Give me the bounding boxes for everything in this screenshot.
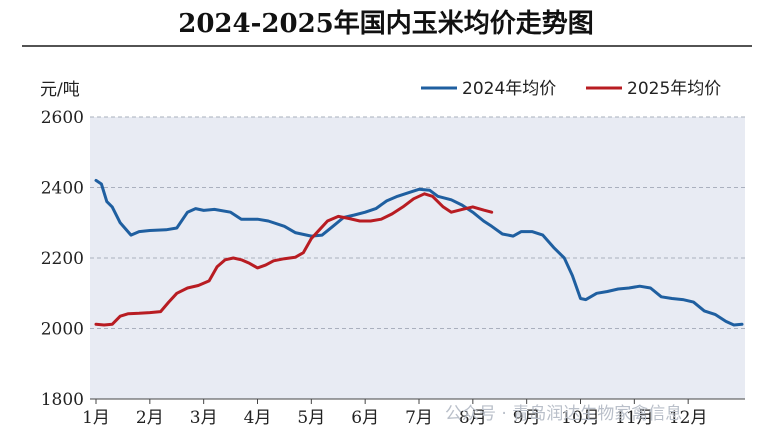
x-tick-label-12: 12月: [669, 408, 708, 428]
watermark-text: 公众号 · 青岛润达生物家禽信息: [445, 404, 682, 424]
y-axis-ticks: 1800 2000 2200 2400 2600: [41, 108, 84, 410]
x-tick-label-4: 4月: [244, 408, 272, 428]
legend-label-2025: 2025年均价: [627, 79, 721, 99]
x-tick-label-8: 8月: [459, 408, 487, 428]
x-axis-ticks: 1月 2月 3月 4月 5月 6月 7月 8月 9月 10月 11月 12月: [82, 399, 707, 428]
legend-item-2025[interactable]: 2025年均价: [586, 79, 721, 99]
x-tick-label-11: 11月: [615, 408, 654, 428]
legend-item-2024[interactable]: 2024年均价: [421, 79, 556, 99]
y-axis-unit-label: 元/吨: [40, 80, 80, 100]
plot-background: [90, 117, 745, 399]
x-tick-label-7: 7月: [405, 408, 433, 428]
x-tick-label-1: 1月: [82, 408, 110, 428]
legend-label-2024: 2024年均价: [462, 79, 556, 99]
legend[interactable]: 2024年均价 2025年均价: [421, 79, 721, 99]
gridlines: [90, 116, 745, 400]
x-tick-label-9: 9月: [513, 408, 541, 428]
y-tick-label-2600: 2600: [41, 108, 84, 128]
x-tick-label-5: 5月: [297, 408, 325, 428]
x-tick-label-2: 2月: [136, 408, 164, 428]
series-lines: [94, 178, 744, 327]
y-tick-label-1800: 1800: [41, 390, 84, 410]
x-tick-label-3: 3月: [190, 408, 218, 428]
y-tick-label-2400: 2400: [41, 179, 84, 199]
chart-title: 2024-2025年国内玉米均价走势图: [178, 8, 594, 39]
series-line-2024: [94, 178, 744, 327]
x-tick-label-6: 6月: [351, 408, 379, 428]
y-tick-label-2200: 2200: [41, 249, 84, 269]
series-line-2025: [94, 192, 494, 327]
x-tick-label-10: 10月: [561, 408, 600, 428]
y-tick-label-2000: 2000: [41, 320, 84, 340]
